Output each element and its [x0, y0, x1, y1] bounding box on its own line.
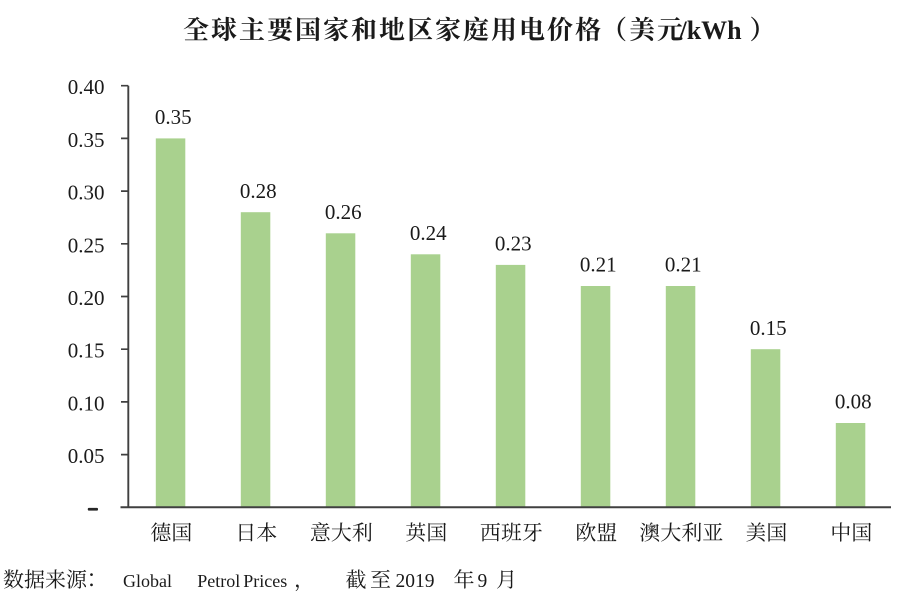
svg-text:0.21: 0.21	[580, 253, 617, 277]
svg-text:0.15: 0.15	[750, 316, 787, 340]
svg-text:0.21: 0.21	[665, 253, 702, 277]
svg-text:0.23: 0.23	[495, 232, 532, 256]
svg-text:0.15: 0.15	[68, 339, 105, 363]
svg-text:Prices: Prices	[243, 571, 287, 591]
svg-text:2019: 2019	[396, 571, 435, 592]
svg-text:0.20: 0.20	[68, 286, 105, 310]
svg-text:0.10: 0.10	[68, 391, 105, 415]
svg-text:0.05: 0.05	[68, 444, 105, 468]
svg-text:0.30: 0.30	[68, 181, 105, 205]
svg-text:0.24: 0.24	[410, 221, 447, 245]
svg-text:0.28: 0.28	[240, 179, 277, 203]
svg-text:0.25: 0.25	[68, 233, 105, 257]
svg-text:0.35: 0.35	[155, 105, 192, 129]
svg-text:9: 9	[478, 571, 488, 592]
svg-text:0.35: 0.35	[68, 128, 105, 152]
svg-text:Petrol: Petrol	[197, 571, 240, 591]
svg-text:/kWh: /kWh	[679, 16, 743, 45]
svg-text:Global: Global	[123, 571, 172, 591]
svg-text:0.40: 0.40	[68, 75, 105, 99]
svg-text:0.08: 0.08	[835, 390, 872, 414]
svg-text:0.26: 0.26	[325, 200, 362, 224]
